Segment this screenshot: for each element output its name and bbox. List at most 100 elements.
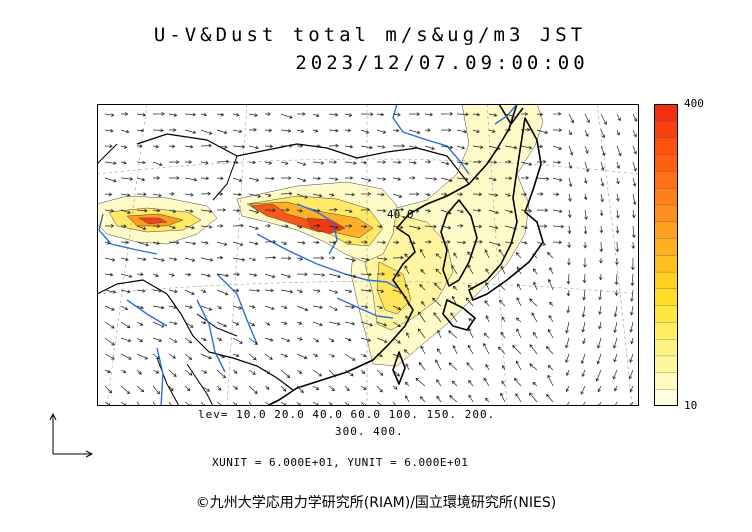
wind-arrow xyxy=(376,240,387,245)
wind-arrow xyxy=(344,337,352,342)
wind-arrow xyxy=(104,353,115,360)
wind-arrow xyxy=(504,209,514,214)
wind-arrow xyxy=(465,297,474,307)
wind-arrow xyxy=(200,129,213,135)
wind-arrow xyxy=(313,256,325,260)
wind-arrow xyxy=(631,241,636,250)
wind-arrow xyxy=(216,369,227,379)
wind-arrow xyxy=(440,225,452,230)
wind-arrow xyxy=(104,369,111,374)
wind-arrow xyxy=(581,305,586,318)
wind-arrow xyxy=(568,161,573,169)
wind-arrow xyxy=(120,337,132,343)
wind-arrow xyxy=(328,240,337,245)
wind-arrow xyxy=(152,337,163,342)
wind-arrow xyxy=(152,208,161,213)
wind-arrow xyxy=(467,344,474,355)
map-datetime: 2023/12/07.09:00:00 xyxy=(295,52,589,74)
wind-arrow xyxy=(440,240,451,244)
wind-arrow xyxy=(376,369,384,376)
wind-arrow xyxy=(104,289,117,294)
wind-arrow xyxy=(248,401,253,406)
wind-arrow xyxy=(520,175,530,180)
wind-arrow xyxy=(168,225,176,230)
wind-arrow xyxy=(632,113,638,122)
wind-arrow xyxy=(488,129,496,133)
wind-arrow xyxy=(598,305,602,315)
wind-arrow xyxy=(614,273,619,286)
wind-arrow xyxy=(418,311,426,323)
wind-arrow xyxy=(500,392,506,403)
wind-arrow xyxy=(296,225,303,229)
wind-arrow xyxy=(200,191,211,196)
wind-arrow xyxy=(344,305,355,309)
wind-arrow xyxy=(408,176,416,180)
wind-arrow xyxy=(104,241,111,245)
wind-arrow xyxy=(613,305,618,318)
wind-arrow xyxy=(408,145,418,150)
wind-arrow xyxy=(360,369,366,374)
wind-arrow xyxy=(536,129,549,135)
wind-arrow xyxy=(248,369,256,375)
wind-arrow xyxy=(296,321,303,325)
wind-arrow xyxy=(546,345,554,355)
wind-arrow xyxy=(568,193,572,202)
wind-arrow xyxy=(184,257,196,262)
wind-arrow xyxy=(392,385,398,390)
wind-arrow xyxy=(424,112,434,117)
wind-arrow xyxy=(200,369,208,374)
wind-arrow xyxy=(568,113,574,124)
wind-arrow xyxy=(232,288,240,293)
wind-arrow xyxy=(104,161,117,165)
wind-arrow xyxy=(614,385,618,392)
wind-arrow xyxy=(120,129,130,134)
wind-arrow xyxy=(216,176,224,181)
wind-arrow xyxy=(168,385,174,392)
wind-arrow xyxy=(408,209,420,213)
wind-arrow xyxy=(584,113,590,124)
wind-arrow xyxy=(488,160,498,165)
wind-arrow xyxy=(184,112,197,117)
wind-arrow xyxy=(232,160,239,165)
wind-arrow xyxy=(420,269,426,275)
wind-arrow xyxy=(152,241,160,245)
wind-arrow xyxy=(280,353,289,358)
colorbar-cell xyxy=(654,254,678,273)
wind-arrow xyxy=(566,273,571,285)
wind-arrow xyxy=(552,128,563,132)
wind-arrow xyxy=(533,268,538,275)
wind-arrow xyxy=(472,129,480,134)
wind-arrow xyxy=(451,380,458,387)
wind-arrow xyxy=(392,305,402,311)
wind-arrow xyxy=(248,225,259,230)
wind-arrow xyxy=(280,273,292,279)
wind-arrow xyxy=(483,342,490,355)
wind-arrow xyxy=(168,257,178,261)
wind-arrow xyxy=(136,112,147,117)
wind-arrow xyxy=(582,289,586,301)
wind-arrow xyxy=(264,369,271,375)
wind-arrow xyxy=(136,177,146,182)
wind-arrow xyxy=(120,257,129,262)
wind-arrow xyxy=(405,395,410,403)
wind-arrow xyxy=(121,112,129,116)
wind-arrow xyxy=(264,193,272,197)
colorbar-cell xyxy=(654,321,678,340)
wind-arrow xyxy=(547,365,554,371)
wind-arrow xyxy=(280,224,289,228)
wind-arrow xyxy=(281,176,292,180)
wind-arrow xyxy=(597,385,602,393)
wind-arrow xyxy=(615,241,620,253)
wind-arrow xyxy=(536,144,544,149)
wind-arrow xyxy=(440,161,450,166)
wind-arrow xyxy=(599,241,604,253)
wind-arrow xyxy=(498,249,506,259)
wind-arrow xyxy=(152,273,159,277)
wind-arrow xyxy=(328,143,339,148)
wind-arrow xyxy=(184,337,193,344)
wind-arrow xyxy=(448,362,458,371)
wind-arrow xyxy=(456,240,467,245)
wind-arrow xyxy=(392,225,404,230)
wind-arrow xyxy=(376,353,383,358)
wind-arrow xyxy=(120,193,131,197)
